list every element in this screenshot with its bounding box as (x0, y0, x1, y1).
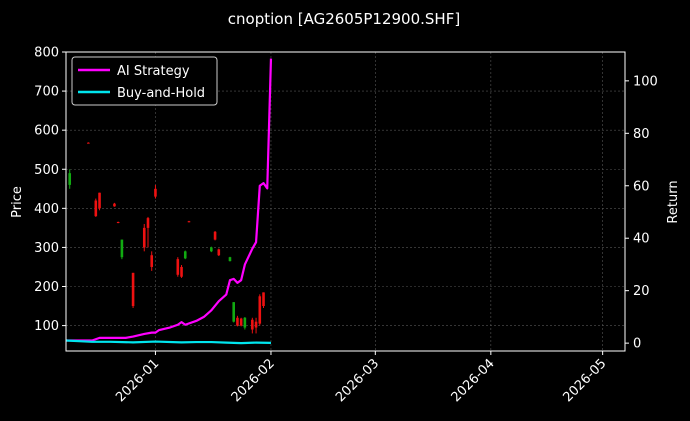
candle-body (154, 188, 157, 197)
series-lines (65, 58, 273, 345)
legend-label-buy-and-hold: Buy-and-Hold (117, 86, 205, 101)
right-tick-label: 40 (633, 232, 650, 247)
x-tick-label: 2026-03 (333, 356, 382, 405)
right-axis-label: Return (666, 180, 681, 223)
x-tick-label: 2026-01 (113, 356, 162, 405)
legend-label-ai-strategy: AI Strategy (117, 64, 190, 79)
candle-body (262, 292, 265, 307)
left-tick-label: 100 (34, 319, 59, 334)
candle-body (98, 192, 101, 209)
candle-body (142, 227, 146, 248)
candle-body (213, 231, 217, 240)
right-tick-label: 60 (633, 179, 650, 194)
candle-body (113, 203, 116, 207)
candle-body (243, 317, 247, 328)
plot-frame (65, 51, 626, 352)
candle-body (210, 247, 213, 252)
right-axis: 0 20 40 60 80 100 (625, 74, 658, 352)
left-tick-label: 600 (34, 124, 59, 139)
candle-body (176, 259, 180, 275)
left-tick-label: 400 (34, 202, 59, 217)
candle-body (251, 319, 254, 330)
candle-body (68, 173, 72, 185)
candle-body (236, 317, 239, 326)
right-tick-label: 80 (633, 127, 650, 142)
left-tick-label: 300 (34, 241, 59, 256)
candle-body (120, 239, 124, 258)
left-axis: 100 200 300 400 500 600 700 800 (34, 46, 66, 334)
candle-body (150, 255, 154, 267)
candle-body (87, 142, 90, 144)
legend: AI Strategy Buy-and-Hold (71, 56, 218, 106)
series-line-ai-strategy (66, 58, 273, 342)
candle-body (239, 318, 243, 326)
candle-body (183, 251, 187, 259)
candle-body (228, 257, 232, 262)
x-axis: 2026-01 2026-02 2026-03 2026-04 2026-05 (113, 351, 609, 405)
candlesticks (68, 142, 265, 334)
candle-body (94, 200, 98, 217)
candle-body (232, 302, 235, 322)
left-tick-label: 800 (34, 46, 59, 61)
chart-title: cnoption [AG2605P12900.SHF] (228, 10, 460, 28)
x-tick-label: 2026-02 (229, 356, 278, 405)
left-tick-label: 200 (34, 280, 59, 295)
right-tick-label: 100 (633, 74, 658, 89)
left-tick-label: 500 (34, 163, 59, 178)
right-tick-label: 0 (633, 337, 641, 352)
left-axis-label: Price (10, 186, 25, 218)
candle-body (254, 321, 258, 328)
candle-body (258, 296, 262, 324)
candle-body (180, 266, 183, 277)
candle-body (187, 221, 191, 223)
x-tick-label: 2026-05 (560, 356, 609, 405)
candle-body (131, 272, 135, 307)
right-tick-label: 20 (633, 284, 650, 299)
candle-body (217, 249, 221, 256)
candle-body (146, 218, 150, 228)
series-line-buy-and-hold (65, 339, 271, 345)
x-tick-label: 2026-04 (449, 356, 498, 405)
left-tick-label: 700 (34, 85, 59, 100)
candle-body (116, 222, 120, 224)
